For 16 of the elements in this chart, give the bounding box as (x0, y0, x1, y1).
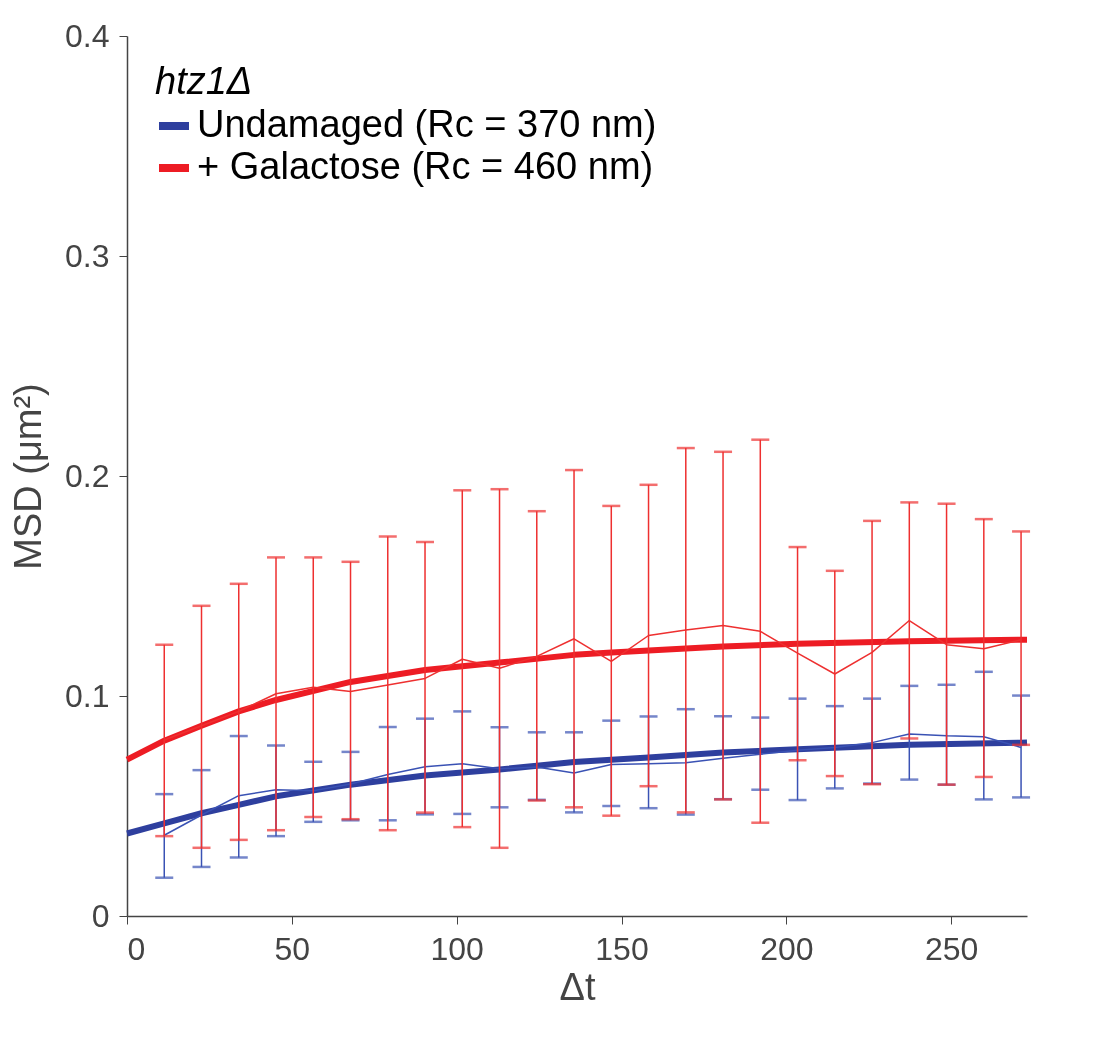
x-axis-title: Δt (559, 965, 596, 1008)
x-tick-label: 150 (595, 930, 649, 967)
x-tick-label: 50 (274, 930, 311, 967)
legend-label: Undamaged (Rc = 370 nm) (197, 103, 657, 145)
y-tick-label: 0.4 (65, 17, 110, 54)
x-tick-label: 200 (760, 930, 814, 967)
y-tick-label: 0.2 (65, 457, 110, 494)
y-tick-label: 0.1 (65, 677, 110, 714)
legend-label: + Galactose (Rc = 460 nm) (197, 145, 654, 187)
y-tick-label: 0.3 (65, 237, 110, 274)
y-tick-label: 0 (91, 897, 110, 934)
x-tick-label: 0 (127, 930, 146, 967)
legend-title: htz1Δ (155, 60, 253, 102)
x-tick-label: 250 (924, 930, 979, 967)
y-axis-title: MSD (μm²) (7, 383, 50, 570)
x-tick-label: 100 (430, 930, 484, 967)
